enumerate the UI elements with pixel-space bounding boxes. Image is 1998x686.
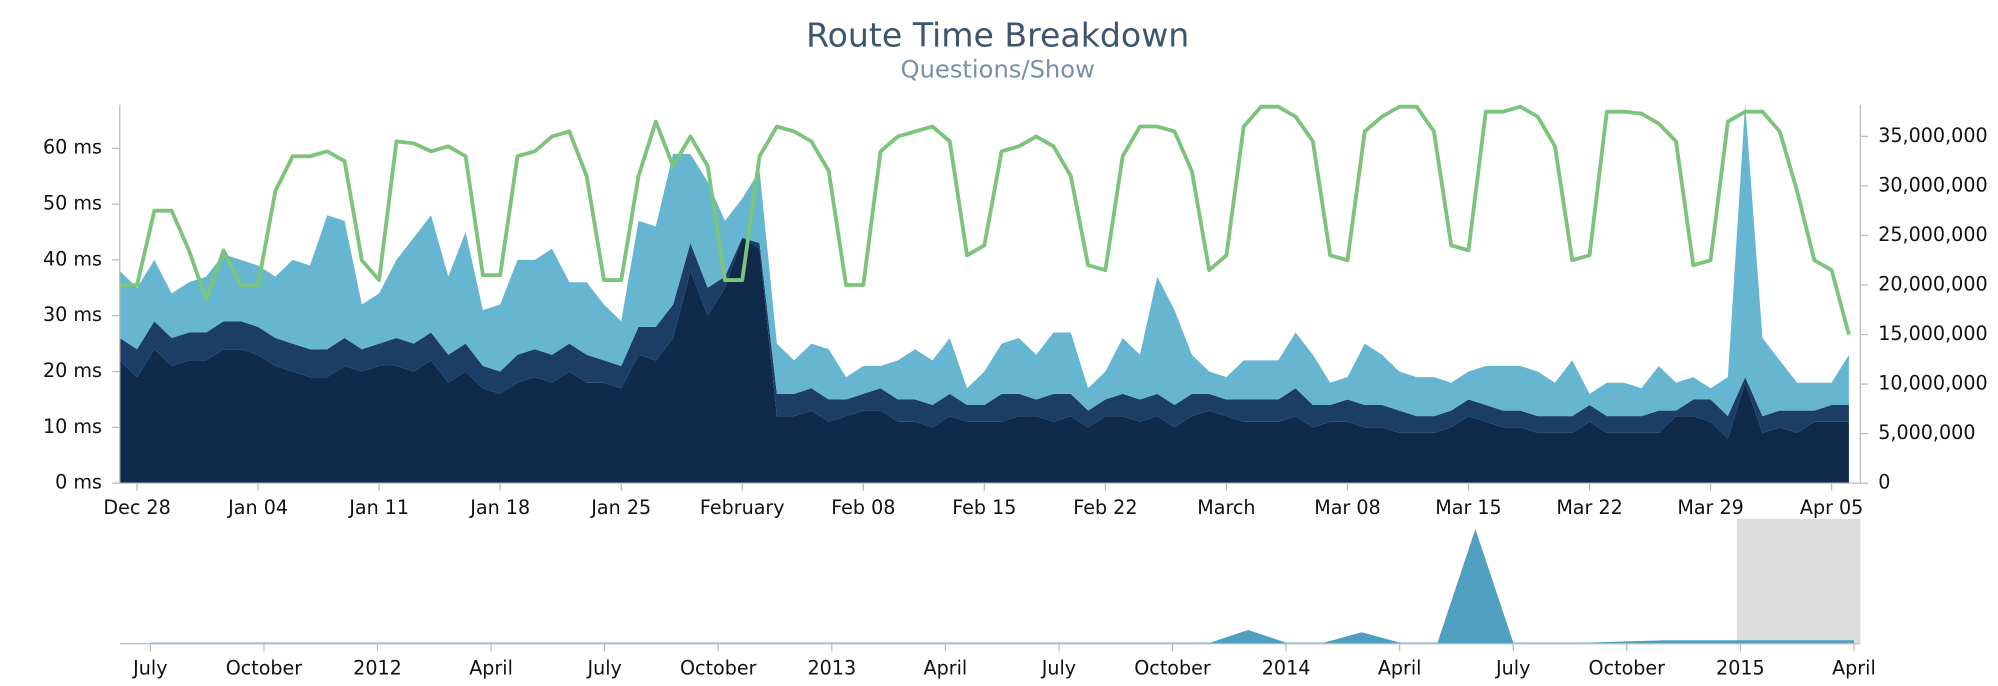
x-tick-label: Dec 28 (103, 496, 170, 519)
x-tick-label: March (1197, 496, 1255, 519)
overview-x-tick-label: July (1041, 657, 1076, 680)
overview-x-tick-label: 2015 (1716, 657, 1765, 680)
overview-x-tick-label: April (924, 657, 968, 680)
y-tick-label: 10 ms (43, 415, 102, 438)
y2-tick-label: 35,000,000 (1878, 124, 1987, 147)
x-tick-label: Feb 15 (952, 496, 1016, 519)
y-tick-label: 40 ms (43, 247, 102, 270)
x-tick-label: Jan 11 (348, 496, 409, 519)
x-tick-label: Jan 18 (469, 496, 530, 519)
x-tick-label: Apr 05 (1800, 496, 1863, 519)
y-tick-label: 50 ms (43, 192, 102, 215)
hits-line (119, 104, 1851, 336)
y2-tick-label: 30,000,000 (1878, 173, 1987, 196)
x-tick-label: Feb 08 (831, 496, 895, 519)
overview-x-tick-label: 2013 (807, 657, 856, 680)
overview-x-tick-label: July (132, 657, 167, 680)
x-tick-label: February (700, 496, 785, 519)
y-tick-label: 0 ms (55, 471, 102, 494)
y2-tick-label: 10,000,000 (1878, 372, 1987, 395)
x-tick-label: Mar 29 (1677, 496, 1743, 519)
overview-x-tick-label: July (1495, 657, 1530, 680)
overview-x-tick-label: April (1832, 657, 1876, 680)
y2-tick-label: 25,000,000 (1878, 223, 1987, 246)
x-tick-label: Jan 25 (590, 496, 651, 519)
x-tick-label: Mar 22 (1556, 496, 1622, 519)
overview-x-tick-label: October (680, 657, 757, 680)
x-tick-label: Mar 15 (1435, 496, 1501, 519)
area-layer (119, 237, 1849, 484)
overview-x-tick-label: 2012 (353, 657, 402, 680)
y-tick-label: 30 ms (43, 303, 102, 326)
overview-x-tick-label: October (226, 657, 303, 680)
y2-tick-label: 5,000,000 (1878, 421, 1975, 444)
overview-x-tick-label: April (1378, 657, 1422, 680)
chart-title: Route Time Breakdown (806, 16, 1189, 55)
area-layer (119, 103, 1849, 417)
y2-tick-label: 0 (1878, 471, 1890, 494)
x-tick-label: Feb 22 (1073, 496, 1137, 519)
overview-x-tick-label: October (1134, 657, 1211, 680)
x-tick-label: Mar 08 (1314, 496, 1380, 519)
y-tick-label: 60 ms (43, 136, 102, 159)
overview-x-tick-label: October (1589, 657, 1666, 680)
overview-x-tick-label: July (586, 657, 621, 680)
brush-selection[interactable] (1736, 518, 1861, 644)
y-tick-label: 20 ms (43, 359, 102, 382)
overview-x-tick-label: April (469, 657, 513, 680)
x-tick-label: Jan 04 (227, 496, 288, 519)
overview-x-tick-label: 2014 (1262, 657, 1311, 680)
y2-tick-label: 15,000,000 (1878, 322, 1987, 345)
chart-subtitle: Questions/Show (901, 55, 1095, 83)
overview-area (150, 529, 1854, 644)
y2-tick-label: 20,000,000 (1878, 273, 1987, 296)
